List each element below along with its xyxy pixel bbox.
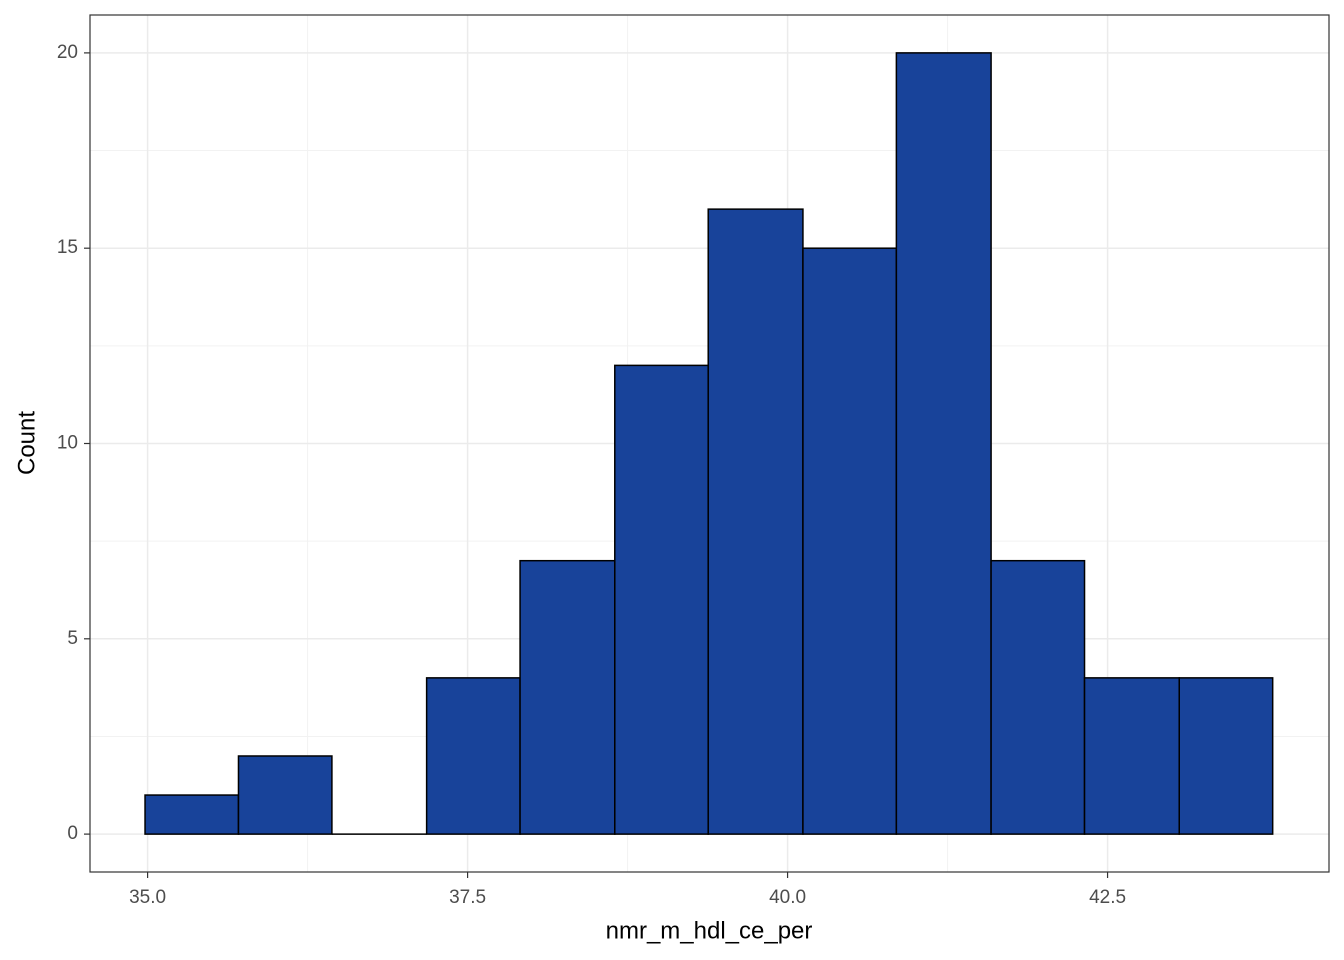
y-tick-label: 20 xyxy=(57,42,78,63)
bar xyxy=(802,247,898,835)
x-axis-label: nmr_m_hdl_ce_per xyxy=(606,917,813,944)
panel-border xyxy=(89,14,1330,873)
x-tick-label: 35.0 xyxy=(129,887,166,908)
bar xyxy=(144,794,240,835)
bar xyxy=(990,559,1086,835)
bar xyxy=(895,52,992,835)
y-axis-label: Count xyxy=(13,411,40,475)
y-tick-label: 15 xyxy=(57,237,78,258)
y-tick-label: 5 xyxy=(67,628,78,649)
x-tick-label: 40.0 xyxy=(769,887,806,908)
x-tick-label: 42.5 xyxy=(1089,887,1126,908)
bar xyxy=(519,559,616,835)
x-tick-label: 37.5 xyxy=(449,887,486,908)
y-tick-label: 0 xyxy=(67,823,78,844)
bar xyxy=(614,364,709,835)
bar xyxy=(1083,677,1180,835)
y-tick-label: 10 xyxy=(57,433,78,454)
bar xyxy=(1178,677,1274,835)
bar xyxy=(425,677,521,835)
bar xyxy=(237,755,333,835)
bar xyxy=(707,208,804,835)
